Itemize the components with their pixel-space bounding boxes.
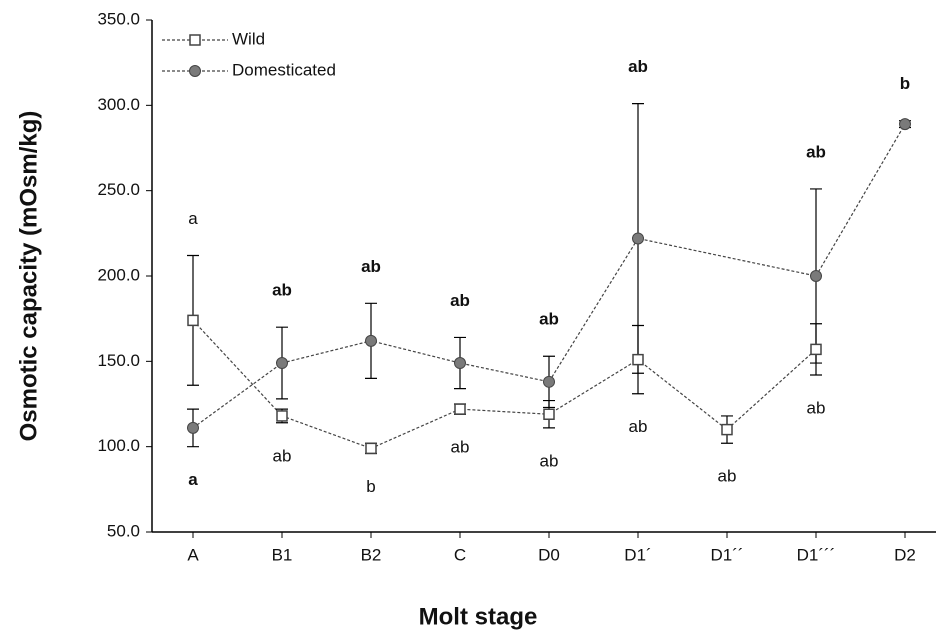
marker [810, 270, 822, 282]
point-label: ab [807, 398, 826, 417]
legend-label: Domesticated [232, 60, 336, 79]
marker [543, 375, 555, 388]
point-label: ab [361, 257, 381, 276]
marker [187, 314, 199, 327]
point-label: ab [539, 310, 559, 329]
x-tick-label: D1´ [624, 545, 651, 564]
x-tick-label: C [454, 545, 466, 564]
series-line [192, 319, 817, 450]
point-label: ab [451, 438, 470, 457]
point-label: ab [718, 467, 737, 486]
point-label: ab [806, 142, 826, 161]
point-label: ab [629, 417, 648, 436]
marker [189, 34, 201, 46]
marker [276, 357, 288, 370]
marker [189, 65, 201, 77]
point-label: ab [450, 291, 470, 310]
y-tick-label: 350.0 [97, 9, 140, 28]
y-tick-label: 300.0 [97, 95, 140, 114]
marker [810, 343, 822, 356]
marker [899, 118, 911, 131]
x-tick-label: D1´´ [710, 545, 743, 564]
y-axis-label: Osmotic capacity (mOsm/kg) [15, 111, 42, 442]
y-tick-label: 150.0 [97, 351, 140, 370]
x-tick-label: B2 [361, 545, 382, 564]
y-tick-label: 200.0 [97, 265, 140, 284]
point-label: a [188, 470, 198, 489]
marker [365, 334, 377, 347]
x-axis-label: Molt stage [419, 603, 538, 630]
series-line [192, 123, 906, 429]
point-label: ab [540, 451, 559, 470]
legend-label: Wild [232, 29, 265, 48]
point-label: ab [273, 446, 292, 465]
y-tick-label: 100.0 [97, 436, 140, 455]
point-label: a [188, 209, 198, 228]
x-tick-label: D0 [538, 545, 560, 564]
marker [276, 410, 288, 422]
point-label: ab [628, 57, 648, 76]
x-tick-label: B1 [272, 545, 293, 564]
marker [454, 403, 466, 415]
y-tick-label: 50.0 [107, 521, 140, 540]
marker [187, 421, 199, 434]
point-label: ab [272, 281, 292, 300]
marker [365, 442, 377, 455]
marker [632, 232, 644, 245]
x-tick-label: D2 [894, 545, 916, 564]
point-label: b [900, 74, 910, 93]
x-tick-label: D1´´´ [797, 545, 836, 564]
marker [454, 357, 466, 370]
point-label: b [366, 477, 375, 496]
x-tick-label: A [187, 545, 199, 564]
marker [721, 423, 733, 436]
y-tick-label: 250.0 [97, 180, 140, 199]
marker [632, 353, 644, 366]
marker [543, 408, 555, 420]
